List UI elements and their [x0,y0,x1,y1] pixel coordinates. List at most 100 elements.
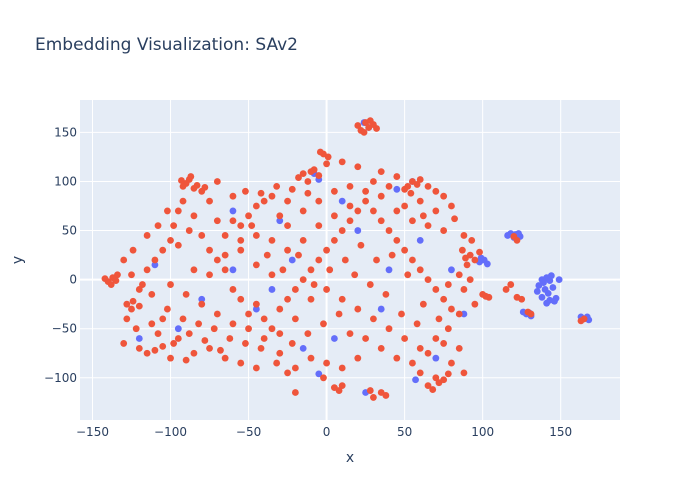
x-tick-label: 100 [471,425,494,439]
data-point [451,215,458,223]
data-point [120,340,128,347]
data-point [135,286,143,293]
data-point [229,192,237,200]
data-point [276,305,284,313]
data-point [185,330,193,338]
data-point [323,359,330,367]
data-point [206,271,213,279]
x-tick-label: 0 [323,425,331,439]
data-point [409,256,416,264]
data-point [143,349,151,357]
data-point [401,246,409,254]
data-point [377,217,385,225]
data-point [148,290,156,298]
data-point [435,315,443,323]
data-point [185,227,193,234]
data-point [448,305,455,313]
data-point [409,359,416,367]
data-point [107,281,115,288]
data-point [432,354,440,362]
data-point [393,354,401,362]
data-point [335,310,343,318]
series-red-points [101,117,588,401]
data-point [148,320,156,328]
plot-area [80,100,620,420]
data-point [288,256,296,264]
data-point [546,277,554,285]
data-point [206,246,213,254]
data-point [416,176,424,183]
data-point [412,376,419,384]
data-point [448,266,455,274]
data-point [252,305,260,313]
data-point [315,256,323,264]
data-point [432,335,440,342]
data-point [385,182,393,190]
data-point [213,178,221,185]
data-point [151,256,159,264]
x-tick-labels: −150 −100 −50 0 50 100 150 [76,425,572,439]
data-point [276,212,284,220]
data-point [284,197,291,205]
data-point [206,197,213,205]
data-point [341,256,349,264]
data-point [245,310,252,318]
data-point [112,277,120,285]
data-point [307,266,315,274]
data-point [483,260,491,268]
x-tick-label: 150 [549,425,572,439]
data-point [179,315,187,323]
data-point [466,276,474,284]
data-point [167,354,174,362]
data-point [229,217,237,225]
x-tick-label: 50 [397,425,412,439]
data-point [338,158,346,166]
data-point [551,297,558,305]
data-point [288,185,296,193]
data-point [237,236,245,244]
data-point [213,217,221,225]
data-point [284,295,291,303]
data-point [535,282,543,289]
x-tick-label: −100 [154,425,187,439]
data-point [416,236,424,244]
data-point [260,315,268,323]
chart-title: Embedding Visualization: SAv2 [35,35,298,55]
data-point [206,344,213,352]
data-point [195,320,203,328]
data-point [291,315,299,323]
data-point [577,317,585,325]
data-point [151,261,159,269]
data-point [304,178,312,185]
data-point [179,197,187,205]
data-point [129,297,137,305]
data-point [237,359,245,367]
data-point [288,340,296,347]
data-point [299,170,307,178]
data-point [114,271,121,279]
data-point [299,236,307,244]
data-point [444,325,452,333]
data-point [237,295,245,303]
data-point [351,271,359,279]
data-point [170,340,178,347]
data-point [167,281,174,288]
data-point [462,254,469,262]
data-point [268,192,276,200]
data-point [182,356,190,364]
data-point [273,359,281,367]
data-point [193,181,201,189]
data-point [284,222,291,230]
data-point [187,173,195,180]
data-point [362,335,370,342]
data-point [299,207,307,215]
data-point [354,305,362,313]
data-point [544,289,552,297]
data-point [413,181,421,188]
data-point [471,300,479,308]
data-point [448,359,455,367]
data-point [330,187,338,195]
data-point [229,266,237,274]
data-point [198,232,206,239]
data-point [135,344,143,352]
